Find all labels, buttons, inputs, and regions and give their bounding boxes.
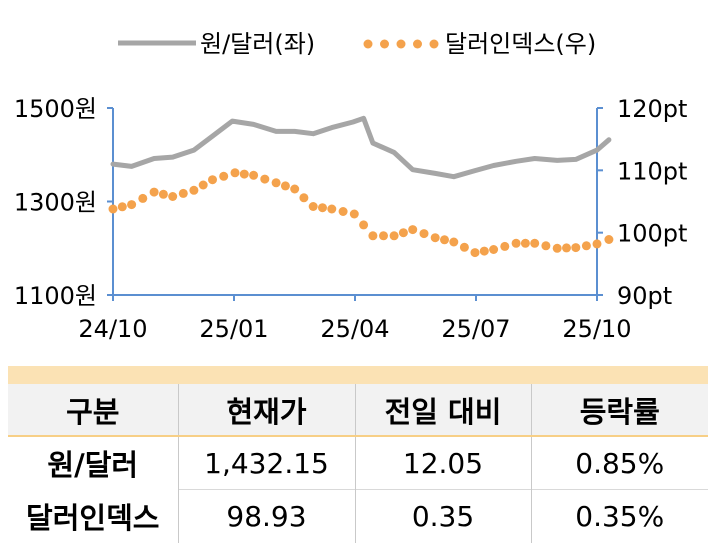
x-tick-label: 25/10 xyxy=(562,315,631,343)
header-change-rate: 등락률 xyxy=(530,384,708,437)
dollar-index-point xyxy=(219,171,229,181)
dollar-index-point xyxy=(168,192,178,201)
dollar-index-point xyxy=(571,243,581,253)
legend-label-dollar-index: 달러인덱스(우) xyxy=(445,30,596,58)
dollar-index-point xyxy=(290,184,300,194)
dollar-index-point xyxy=(530,238,540,248)
chart-axes: 1500원 1300원 1100원 120pt 110pt 100pt 90pt 24/10 2… xyxy=(14,95,688,343)
exchange-rate-chart: 원/달러(좌) 달러인덱스(우) 1500원 1300원 1100원 120pt 110… xyxy=(14,30,688,343)
series-dollar-index xyxy=(108,168,614,258)
table-row: 원/달러 1,432.15 12.05 0.85% xyxy=(8,436,708,490)
dollar-index-point xyxy=(271,178,281,188)
right-y-tick-label: 100pt xyxy=(617,220,687,248)
dollar-index-point xyxy=(299,193,309,203)
row-price: 98.93 xyxy=(177,489,355,543)
dollar-index-point xyxy=(189,185,199,195)
legend-label-won-dollar: 원/달러(좌) xyxy=(200,30,315,58)
table-row: 달러인덱스 98.93 0.35 0.35% xyxy=(8,489,708,543)
dollar-index-point xyxy=(470,248,480,258)
dollar-index-point xyxy=(158,189,168,199)
dollar-index-point xyxy=(562,243,571,253)
dollar-index-point xyxy=(552,243,562,253)
dollar-index-point xyxy=(108,204,118,214)
dollar-index-point xyxy=(604,235,614,244)
header-category: 구분 xyxy=(8,384,178,437)
table-header-row: 구분 현재가 전일 대비 등락률 xyxy=(8,384,708,437)
won-dollar-line xyxy=(110,115,612,180)
dollar-index-point xyxy=(541,241,551,251)
legend-dot xyxy=(413,39,422,49)
x-tick-label: 25/07 xyxy=(441,315,510,343)
dollar-index-point xyxy=(440,235,449,245)
row-rate: 0.35% xyxy=(530,489,708,543)
left-y-tick-label: 1500원 xyxy=(14,95,97,123)
dollar-index-point xyxy=(198,180,208,190)
dollar-index-point xyxy=(178,188,188,198)
dollar-index-point xyxy=(149,187,159,197)
chart-legend: 원/달러(좌) 달러인덱스(우) xyxy=(118,30,596,58)
header-current-price: 현재가 xyxy=(177,384,355,437)
dollar-index-point xyxy=(520,238,530,248)
dollar-index-point xyxy=(127,200,137,210)
dollar-index-point xyxy=(117,202,127,212)
row-change: 12.05 xyxy=(354,436,531,490)
right-y-tick-label: 110pt xyxy=(617,157,687,185)
dollar-index-point xyxy=(408,225,418,235)
row-price: 1,432.15 xyxy=(177,436,355,490)
dollar-index-point xyxy=(260,174,270,184)
dollar-index-point xyxy=(338,207,348,216)
legend-dot xyxy=(396,39,406,49)
dollar-index-point xyxy=(398,228,408,238)
header-change: 전일 대비 xyxy=(354,384,531,437)
dollar-index-point xyxy=(592,239,602,249)
dollar-index-point xyxy=(389,231,399,241)
dollar-index-point xyxy=(249,170,259,180)
row-rate: 0.85% xyxy=(530,436,708,490)
left-y-tick-label: 1100원 xyxy=(14,282,97,310)
dollar-index-point xyxy=(368,231,378,241)
dollar-index-point xyxy=(327,204,337,214)
dollar-index-point xyxy=(419,229,429,239)
dollar-index-point xyxy=(230,168,240,178)
x-tick-label: 25/01 xyxy=(199,315,268,343)
dollar-index-point xyxy=(581,241,591,251)
dollar-index-point xyxy=(511,238,521,248)
market-table: 구분 현재가 전일 대비 등락률 원/달러 1,432.15 12.05 0.8… xyxy=(8,384,708,543)
legend-swatch-dollar-index xyxy=(363,39,439,49)
x-tick-label: 24/10 xyxy=(78,315,147,343)
dollar-index-point xyxy=(308,202,318,211)
dollar-index-point xyxy=(479,246,489,256)
dollar-index-point xyxy=(318,203,327,213)
dollar-index-point xyxy=(430,233,440,243)
dollar-index-point xyxy=(349,209,359,219)
series-won-dollar xyxy=(110,115,612,180)
dollar-index-point xyxy=(459,242,469,252)
dollar-index-point xyxy=(239,169,249,179)
left-y-tick-label: 1300원 xyxy=(14,189,97,217)
x-tick-label: 25/04 xyxy=(320,315,389,343)
dollar-index-point xyxy=(359,220,369,230)
dollar-index-point xyxy=(138,193,148,203)
right-y-tick-label: 90pt xyxy=(617,282,672,310)
dollar-index-point xyxy=(280,181,290,191)
legend-dot xyxy=(380,39,389,49)
legend-dot xyxy=(363,39,373,49)
right-y-tick-label: 120pt xyxy=(617,95,687,123)
dollar-index-point xyxy=(379,231,388,241)
row-name: 원/달러 xyxy=(47,448,139,483)
dollar-index-point xyxy=(500,241,510,251)
dollar-index-point xyxy=(489,245,499,254)
table-top-band xyxy=(8,366,708,384)
row-name: 달러인덱스 xyxy=(26,501,160,536)
legend-dot xyxy=(429,39,439,49)
dollar-index-point xyxy=(449,237,459,247)
dollar-index-point xyxy=(208,175,217,185)
row-change: 0.35 xyxy=(354,489,531,543)
